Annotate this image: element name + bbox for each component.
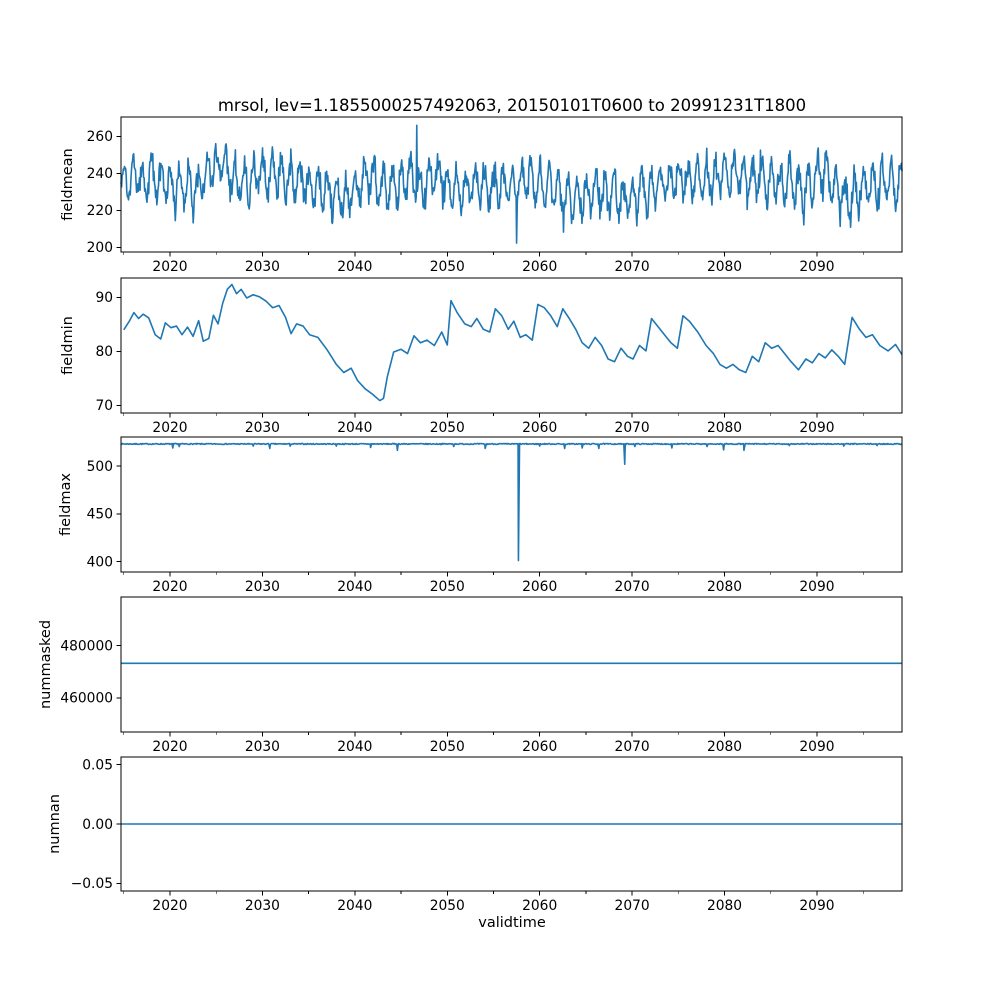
x-tick-label: 2080	[707, 579, 742, 595]
x-tick-label: 2070	[615, 898, 650, 914]
x-tick-label: 2060	[522, 259, 557, 275]
axes-spines	[120, 596, 903, 733]
x-axis-label: validtime	[478, 915, 546, 931]
x-tick-label: 2020	[152, 579, 187, 595]
x-tick-label: 2070	[615, 739, 650, 755]
x-tick-label: 2040	[337, 898, 372, 914]
x-tick-label: 2050	[430, 898, 465, 914]
x-tick-label: 2030	[245, 739, 280, 755]
axes-panel-numnan: 2020 2030 2040 2050 2060 2070 2080 2090 −0.05 0.0…	[47, 756, 903, 914]
y-tick-label: 70	[95, 398, 113, 414]
y-tick-label: 260	[87, 129, 113, 145]
axes-panel-fieldmax: 2020 2030 2040 2050 2060 2070 2080 2090 400 450 50…	[58, 436, 903, 595]
x-tick-label: 2090	[799, 898, 834, 914]
panels-group: 2020 2030 2040 2050 2060 2070 2080 2090 200 220 24…	[38, 116, 903, 914]
line-series-fieldmin	[123, 283, 903, 402]
x-tick-label: 2090	[799, 420, 834, 436]
axes-panel-fieldmean: 2020 2030 2040 2050 2060 2070 2080 2090 200 220 24…	[60, 116, 903, 275]
y-tick-label: 0.00	[82, 817, 113, 833]
y-axis-label-fieldmean: fieldmean	[60, 148, 76, 220]
x-tick-label: 2090	[799, 739, 834, 755]
y-tick-label: 400	[87, 554, 113, 570]
x-tick-label: 2080	[707, 420, 742, 436]
x-tick-label: 2070	[615, 259, 650, 275]
x-tick-label: 2040	[337, 420, 372, 436]
x-tick-label: 2070	[615, 579, 650, 595]
x-tick-label: 2060	[522, 898, 557, 914]
x-tick-label: 2040	[337, 259, 372, 275]
x-tick-label: 2050	[430, 259, 465, 275]
x-tick-label: 2080	[707, 898, 742, 914]
x-tick-label: 2020	[152, 259, 187, 275]
y-tick-label: 460000	[60, 691, 113, 707]
x-tick-label: 2050	[430, 579, 465, 595]
y-tick-label: 200	[87, 240, 113, 256]
x-tick-label: 2030	[245, 259, 280, 275]
x-tick-label: 2050	[430, 739, 465, 755]
y-tick-label: 0.05	[82, 758, 113, 774]
y-axis-label-numnan: numnan	[47, 794, 63, 854]
x-tick-label: 2020	[152, 739, 187, 755]
x-tick-label: 2030	[245, 898, 280, 914]
line-series-fieldmean	[120, 124, 903, 244]
figure-title: mrsol, lev=1.1855000257492063, 20150101T…	[218, 96, 806, 115]
x-tick-label: 2090	[799, 259, 834, 275]
x-tick-label: 2040	[337, 739, 372, 755]
x-tick-label: 2070	[615, 420, 650, 436]
axes-spines	[120, 436, 903, 573]
y-tick-label: 240	[87, 166, 113, 182]
x-tick-label: 2030	[245, 579, 280, 595]
axes-spines	[120, 277, 903, 414]
x-tick-label: 2090	[799, 579, 834, 595]
x-tick-label: 2040	[337, 579, 372, 595]
x-tick-label: 2050	[430, 420, 465, 436]
line-series-fieldmax	[120, 442, 903, 562]
y-tick-label: 80	[95, 344, 113, 360]
x-tick-label: 2060	[522, 420, 557, 436]
x-tick-label: 2080	[707, 739, 742, 755]
x-tick-label: 2020	[152, 420, 187, 436]
y-tick-label: 480000	[60, 638, 113, 654]
x-tick-label: 2060	[522, 739, 557, 755]
axes-spines	[120, 116, 903, 253]
x-tick-label: 2060	[522, 579, 557, 595]
x-tick-label: 2080	[707, 259, 742, 275]
y-axis-label-fieldmax: fieldmax	[58, 473, 74, 536]
y-axis-label-fieldmin: fieldmin	[60, 316, 76, 375]
y-tick-label: 500	[87, 459, 113, 475]
axes-panel-fieldmin: 2020 2030 2040 2050 2060 2070 2080 2090 70 80 90 fi…	[60, 277, 903, 436]
y-tick-label: −0.05	[71, 876, 113, 892]
axes-panel-nummasked: 2020 2030 2040 2050 2060 2070 2080 2090 460000 48…	[38, 596, 903, 755]
y-tick-label: 220	[87, 203, 113, 219]
y-axis-label-nummasked: nummasked	[38, 620, 54, 709]
x-tick-label: 2030	[245, 420, 280, 436]
x-tick-label: 2020	[152, 898, 187, 914]
y-tick-label: 90	[95, 290, 113, 306]
y-tick-label: 450	[87, 507, 113, 523]
